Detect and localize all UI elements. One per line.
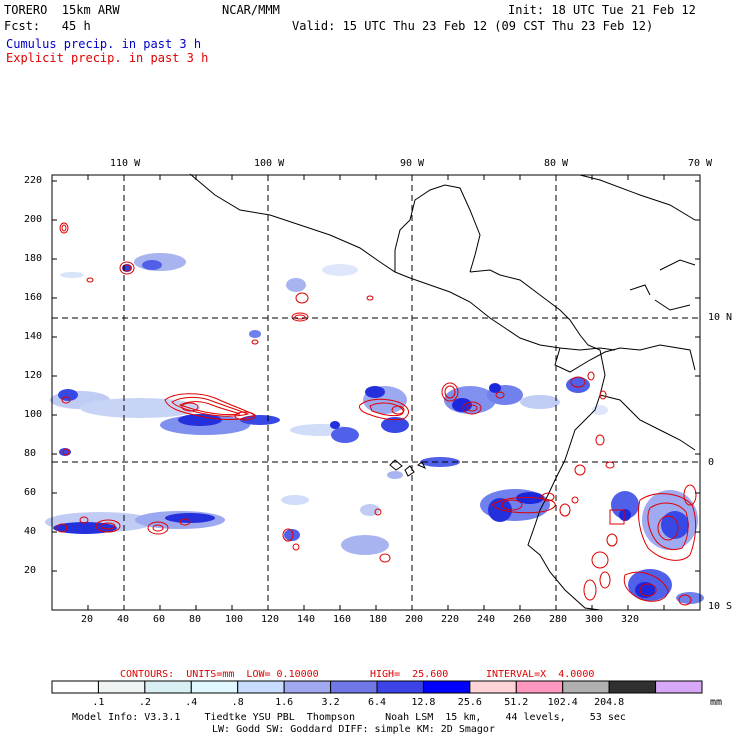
colorbar-swatch [515, 680, 564, 694]
colorbar-label: 204.8 [594, 697, 625, 708]
colorbar-label: .8 [231, 697, 244, 708]
colorbar-unit: mm [710, 697, 723, 708]
x-tick-label: 240 [477, 614, 496, 625]
lat-label-10s: 10 S [708, 601, 733, 612]
colorbar-label: .1 [92, 697, 105, 708]
x-tick-label: 140 [297, 614, 316, 625]
x-tick-label: 180 [369, 614, 388, 625]
model-info-line: Model Info: V3.3.1 Tiedtke YSU PBL Thomp… [72, 712, 626, 723]
colorbar-swatch [97, 680, 146, 694]
x-tick-label: 260 [513, 614, 532, 625]
x-tick-label: 60 [153, 614, 166, 625]
x-tick-label: 80 [189, 614, 202, 625]
lat-label-0: 0 [708, 457, 715, 468]
colorbar-swatch [376, 680, 424, 694]
colorbar-swatch [237, 680, 285, 694]
explicit-precip-contours [56, 222, 697, 606]
colorbar-swatch [330, 680, 378, 694]
x-tick-label: 120 [261, 614, 280, 625]
x-tick-label: 40 [117, 614, 130, 625]
colorbar-swatch [422, 680, 471, 694]
lon-label-70w: 70 W [688, 158, 713, 169]
x-tick-label: 20 [81, 614, 94, 625]
colorbar-swatch [562, 680, 610, 694]
lat-lon-grid [52, 175, 700, 610]
colorbar [51, 680, 703, 694]
y-tick-label: 180 [24, 253, 43, 264]
explicit-legend: Explicit precip. in past 3 h [6, 51, 209, 65]
organization-label: NCAR/MMM [222, 3, 280, 17]
cumulus-precip-shading [45, 253, 704, 604]
lon-label-110w: 110 W [110, 158, 141, 169]
colorbar-swatch [608, 680, 657, 694]
y-tick-label: 120 [24, 370, 43, 381]
colorbar-swatch [469, 680, 517, 694]
lon-label-80w: 80 W [544, 158, 569, 169]
y-tick-label: 60 [24, 487, 37, 498]
x-tick-label: 220 [441, 614, 460, 625]
coastlines [189, 173, 696, 611]
init-time: Init: 18 UTC Tue 21 Feb 12 [508, 3, 696, 17]
y-tick-label: 140 [24, 331, 43, 342]
y-tick-label: 220 [24, 175, 43, 186]
physics-info-line: LW: Godd SW: Goddard DIFF: simple KM: 2D… [212, 724, 495, 735]
x-tick-label: 160 [333, 614, 352, 625]
colorbar-label: 6.4 [367, 697, 387, 708]
contours-interval: INTERVAL=X 4.0000 [486, 669, 595, 680]
colorbar-label: 51.2 [504, 697, 529, 708]
lon-label-100w: 100 W [254, 158, 285, 169]
colorbar-label: .4 [185, 697, 198, 708]
cumulus-legend: Cumulus precip. in past 3 h [6, 37, 202, 51]
colorbar-swatch [655, 680, 703, 694]
colorbar-swatch [51, 680, 99, 694]
colorbar-label: 12.8 [411, 697, 436, 708]
colorbar-swatch [144, 680, 192, 694]
model-title: TORERO 15km ARW [4, 3, 120, 17]
y-tick-label: 20 [24, 565, 37, 576]
x-tick-label: 200 [405, 614, 424, 625]
lon-label-90w: 90 W [400, 158, 425, 169]
colorbar-label: .2 [138, 697, 151, 708]
colorbar-swatch [283, 680, 332, 694]
forecast-hour: Fcst: 45 h [4, 19, 91, 33]
colorbar-label: 3.2 [321, 697, 340, 708]
x-tick-label: 300 [585, 614, 604, 625]
contours-info: CONTOURS: UNITS=mm LOW= 0.10000 [120, 669, 319, 680]
valid-time: Valid: 15 UTC Thu 23 Feb 12 (09 CST Thu … [292, 19, 654, 33]
x-tick-label: 100 [225, 614, 244, 625]
colorbar-label: 25.6 [457, 697, 482, 708]
y-tick-label: 160 [24, 292, 43, 303]
colorbar-label: 1.6 [275, 697, 294, 708]
colorbar-swatch [190, 680, 239, 694]
colorbar-label: 102.4 [547, 697, 578, 708]
y-tick-label: 40 [24, 526, 37, 537]
lat-label-10n: 10 N [708, 312, 733, 323]
y-tick-label: 200 [24, 214, 43, 225]
y-tick-label: 100 [24, 409, 43, 420]
x-tick-label: 280 [549, 614, 568, 625]
y-tick-label: 80 [24, 448, 37, 459]
contours-high: HIGH= 25.600 [370, 669, 449, 680]
x-tick-label: 320 [621, 614, 640, 625]
